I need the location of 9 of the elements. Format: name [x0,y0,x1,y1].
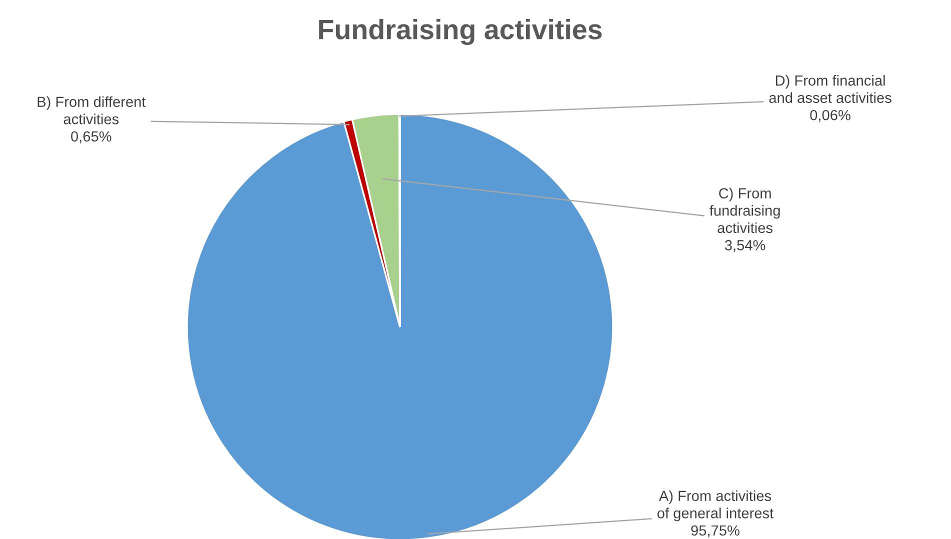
data-label: 95,75% [691,525,740,538]
slice-label: D) From financial and asset activities [769,75,892,104]
chart-title: Fundraising activities [319,18,602,46]
slice-label: C) From fundraising activities [710,188,780,234]
slice-label: A) From activities of general interest [657,490,774,522]
data-label: 0,65% [71,131,112,144]
data-label: 3,54% [724,240,766,252]
data-label: 0,06% [810,110,850,122]
slice-label: B) From different activities [38,96,146,124]
